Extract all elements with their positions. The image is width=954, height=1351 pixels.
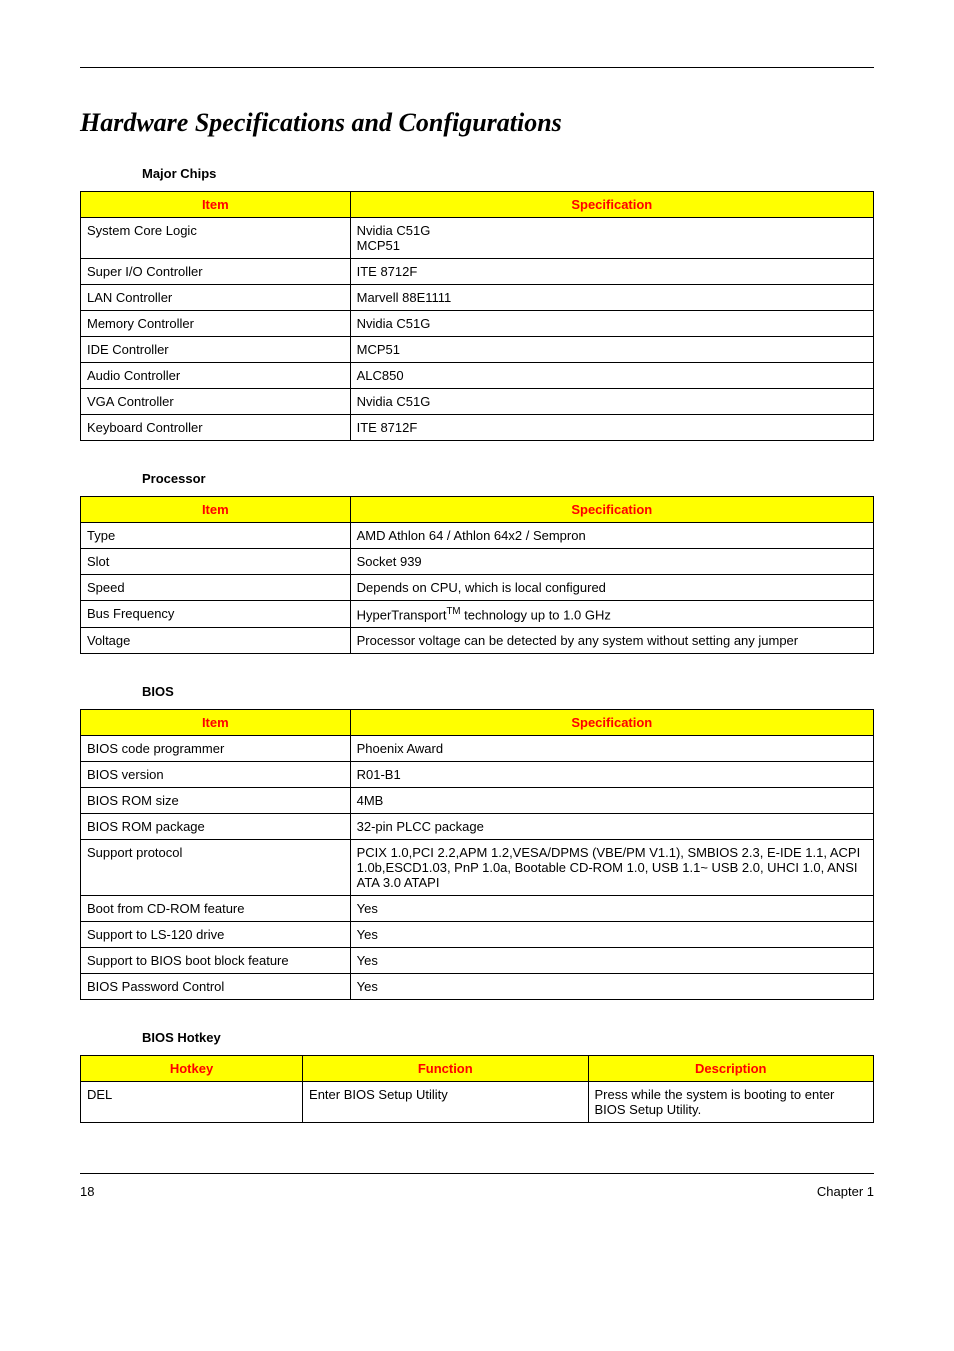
col-header-item: Item (81, 191, 351, 217)
chapter-label: Chapter 1 (817, 1184, 874, 1199)
cell: Boot from CD-ROM feature (81, 895, 351, 921)
cell: AMD Athlon 64 / Athlon 64x2 / Sempron (350, 522, 873, 548)
bios-table: Item Specification BIOS code programmerP… (80, 709, 874, 1000)
page-number: 18 (80, 1184, 94, 1199)
processor-caption: Processor (142, 471, 874, 486)
cell: Socket 939 (350, 548, 873, 574)
cell: Keyboard Controller (81, 414, 351, 440)
cell: Nvidia C51G (350, 310, 873, 336)
table-row: BIOS Password ControlYes (81, 973, 874, 999)
cell: MCP51 (350, 336, 873, 362)
major-chips-caption: Major Chips (142, 166, 874, 181)
table-row: Super I/O ControllerITE 8712F (81, 258, 874, 284)
cell: Type (81, 522, 351, 548)
cell: Bus Frequency (81, 600, 351, 627)
cell: Nvidia C51G (350, 388, 873, 414)
table-row: Bus FrequencyHyperTransportTM technology… (81, 600, 874, 627)
cell: Support to LS-120 drive (81, 921, 351, 947)
cell: Support protocol (81, 839, 351, 895)
cell: BIOS code programmer (81, 735, 351, 761)
table-row: VoltageProcessor voltage can be detected… (81, 627, 874, 653)
cell: IDE Controller (81, 336, 351, 362)
table-row: LAN ControllerMarvell 88E1111 (81, 284, 874, 310)
col-header-spec: Specification (350, 191, 873, 217)
table-row: BIOS ROM package32-pin PLCC package (81, 813, 874, 839)
bios-hotkey-caption: BIOS Hotkey (142, 1030, 874, 1045)
cell: Depends on CPU, which is local configure… (350, 574, 873, 600)
cell: DEL (81, 1081, 303, 1122)
table-row: System Core LogicNvidia C51GMCP51 (81, 217, 874, 258)
processor-table: Item Specification TypeAMD Athlon 64 / A… (80, 496, 874, 654)
cell: BIOS ROM package (81, 813, 351, 839)
cell: Slot (81, 548, 351, 574)
col-header-spec: Specification (350, 496, 873, 522)
table-row: Support protocolPCIX 1.0,PCI 2.2,APM 1.2… (81, 839, 874, 895)
col-header-spec: Specification (350, 709, 873, 735)
table-row: BIOS ROM size4MB (81, 787, 874, 813)
col-header-item: Item (81, 709, 351, 735)
cell: BIOS version (81, 761, 351, 787)
page-footer: 18 Chapter 1 (80, 1173, 874, 1199)
col-header-item: Item (81, 496, 351, 522)
cell: Marvell 88E1111 (350, 284, 873, 310)
cell: System Core Logic (81, 217, 351, 258)
cell: BIOS Password Control (81, 973, 351, 999)
table-row: Keyboard ControllerITE 8712F (81, 414, 874, 440)
bios-hotkey-table: Hotkey Function Description DEL Enter BI… (80, 1055, 874, 1123)
cell: 4MB (350, 787, 873, 813)
table-row: Memory ControllerNvidia C51G (81, 310, 874, 336)
page-title: Hardware Specifications and Configuratio… (80, 108, 874, 138)
table-row: BIOS code programmerPhoenix Award (81, 735, 874, 761)
cell: Memory Controller (81, 310, 351, 336)
cell: BIOS ROM size (81, 787, 351, 813)
cell: Press while the system is booting to ent… (588, 1081, 874, 1122)
col-header-hotkey: Hotkey (81, 1055, 303, 1081)
cell: LAN Controller (81, 284, 351, 310)
cell: Support to BIOS boot block feature (81, 947, 351, 973)
table-row: Boot from CD-ROM featureYes (81, 895, 874, 921)
bios-caption: BIOS (142, 684, 874, 699)
cell: R01-B1 (350, 761, 873, 787)
cell: ITE 8712F (350, 414, 873, 440)
cell: Voltage (81, 627, 351, 653)
cell: Processor voltage can be detected by any… (350, 627, 873, 653)
top-rule (80, 67, 874, 68)
cell: Nvidia C51GMCP51 (350, 217, 873, 258)
col-header-description: Description (588, 1055, 874, 1081)
cell: Yes (350, 921, 873, 947)
cell: ITE 8712F (350, 258, 873, 284)
table-row: VGA ControllerNvidia C51G (81, 388, 874, 414)
cell: 32-pin PLCC package (350, 813, 873, 839)
cell: VGA Controller (81, 388, 351, 414)
cell: Yes (350, 947, 873, 973)
table-row: DEL Enter BIOS Setup Utility Press while… (81, 1081, 874, 1122)
cell: ALC850 (350, 362, 873, 388)
cell: PCIX 1.0,PCI 2.2,APM 1.2,VESA/DPMS (VBE/… (350, 839, 873, 895)
cell: Audio Controller (81, 362, 351, 388)
cell: Super I/O Controller (81, 258, 351, 284)
cell: Speed (81, 574, 351, 600)
table-row: SlotSocket 939 (81, 548, 874, 574)
table-row: SpeedDepends on CPU, which is local conf… (81, 574, 874, 600)
major-chips-table: Item Specification System Core LogicNvid… (80, 191, 874, 441)
table-row: BIOS versionR01-B1 (81, 761, 874, 787)
table-row: TypeAMD Athlon 64 / Athlon 64x2 / Sempro… (81, 522, 874, 548)
cell: Phoenix Award (350, 735, 873, 761)
table-row: IDE ControllerMCP51 (81, 336, 874, 362)
col-header-function: Function (303, 1055, 588, 1081)
table-row: Support to LS-120 driveYes (81, 921, 874, 947)
cell: Yes (350, 973, 873, 999)
cell: Enter BIOS Setup Utility (303, 1081, 588, 1122)
cell: Yes (350, 895, 873, 921)
table-row: Audio ControllerALC850 (81, 362, 874, 388)
cell: HyperTransportTM technology up to 1.0 GH… (350, 600, 873, 627)
table-row: Support to BIOS boot block featureYes (81, 947, 874, 973)
